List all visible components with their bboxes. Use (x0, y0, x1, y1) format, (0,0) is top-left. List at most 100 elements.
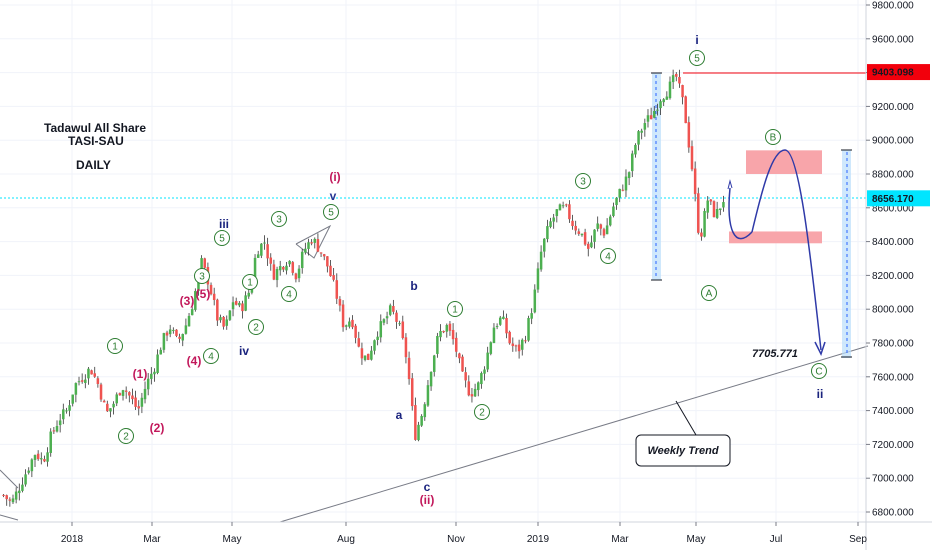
candle-body (678, 76, 681, 84)
candle-body (43, 459, 46, 462)
wave-label: (5) (196, 287, 211, 301)
candle-body (382, 319, 386, 323)
candle-body (436, 335, 439, 354)
candle-body (222, 316, 225, 327)
projection-path (727, 149, 826, 356)
wave-circle (323, 204, 339, 220)
candle-body (282, 266, 285, 270)
candle-body (700, 232, 703, 237)
target-zone (746, 150, 822, 174)
wave-circle (242, 274, 258, 290)
candle-body (225, 319, 229, 326)
candle-body (574, 225, 577, 231)
y-tick-label: 7200.000 (872, 440, 914, 451)
candle-body (33, 455, 37, 460)
candle-body (335, 280, 339, 299)
wave-label: (i) (329, 170, 340, 184)
candle-body (693, 168, 697, 195)
candle-body (546, 226, 549, 240)
wave-circle-label: 1 (247, 278, 253, 289)
y-tick-label: 9600.000 (872, 34, 914, 45)
candle-body (209, 284, 213, 295)
wave-circle (281, 286, 297, 302)
candle-body (508, 331, 511, 344)
candle-body (498, 317, 502, 325)
candle-body (87, 368, 90, 379)
candle-body (646, 115, 650, 122)
candle-body (348, 321, 351, 327)
wave-circle (248, 319, 264, 335)
wave-circle-label: 3 (580, 177, 586, 188)
candle-body (8, 499, 12, 501)
candle-body (77, 381, 81, 383)
candle-body (514, 345, 518, 347)
candle-body (49, 431, 52, 453)
candle-body (219, 317, 222, 321)
candle-body (429, 371, 433, 387)
candle-body (520, 339, 524, 350)
wave-circle (107, 338, 123, 354)
candle-body (165, 332, 169, 336)
candle-body (483, 369, 486, 374)
projection-curve-b (751, 149, 822, 351)
candle-body (697, 193, 700, 233)
candle-body (156, 354, 159, 373)
candle-body (366, 353, 370, 360)
wave-circle (474, 404, 490, 420)
candle-body (476, 382, 480, 391)
candle-body (106, 403, 109, 412)
candle-body (587, 243, 590, 249)
candle-body (187, 315, 191, 327)
candle-body (62, 409, 65, 420)
x-tick-label: 2018 (61, 534, 84, 545)
candle-body (395, 312, 398, 322)
y-tick-label: 7600.000 (872, 372, 914, 383)
wave-circle-label: 5 (328, 208, 334, 219)
candle-body (102, 400, 106, 403)
candle-body (159, 349, 163, 355)
candle-body (414, 405, 417, 440)
chart-title-line: DAILY (76, 158, 111, 172)
candle-body (146, 378, 150, 390)
candle-body (659, 101, 662, 109)
candle-body (272, 264, 276, 280)
candle-body (84, 379, 87, 383)
candle-body (517, 344, 521, 352)
candle-body (502, 316, 505, 320)
y-tick-label: 8400.000 (872, 237, 914, 248)
candle-body (212, 293, 216, 300)
x-tick-label: May (687, 534, 706, 545)
grid (0, 0, 866, 522)
candle-body (618, 188, 621, 198)
wave-label: (2) (150, 421, 165, 435)
candle-body (241, 303, 244, 312)
candle-body (55, 425, 59, 432)
x-tick-label: Mar (611, 534, 629, 545)
wave-label: a (396, 408, 403, 422)
candle-body (385, 316, 389, 319)
measure-bar-left (652, 73, 661, 280)
candle-body (448, 323, 452, 331)
x-tick-label: Jul (770, 534, 783, 545)
candle-body (253, 257, 257, 279)
candle-body (319, 252, 323, 254)
candle-body (388, 305, 392, 315)
candle-body (112, 403, 115, 408)
candle-body (549, 221, 552, 227)
candle-body (168, 329, 172, 335)
candle-body (461, 356, 464, 372)
candle-body (583, 232, 587, 245)
candle-body (684, 96, 687, 124)
candle-body (332, 275, 335, 280)
candle-body (351, 319, 354, 328)
candle-body (709, 199, 713, 202)
candle-body (216, 299, 219, 321)
candle-body (511, 343, 515, 347)
candle-body (454, 337, 458, 352)
candle-body (420, 416, 423, 426)
candle-body (2, 494, 5, 496)
candle-body (675, 73, 678, 77)
wave-label: ii (817, 387, 824, 401)
candle-body (524, 340, 527, 342)
